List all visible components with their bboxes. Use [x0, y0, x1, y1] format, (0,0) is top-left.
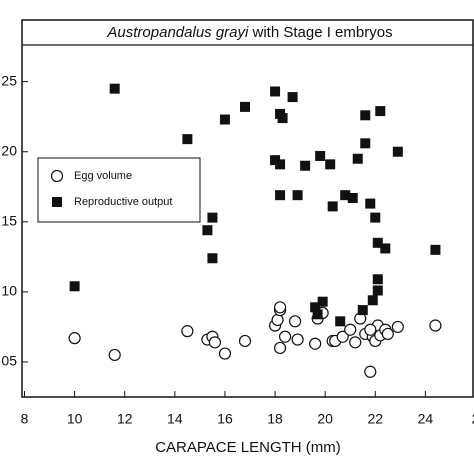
reproductive-output-point	[275, 159, 286, 170]
egg-volume-point	[391, 320, 404, 334]
reproductive-output-point	[207, 253, 218, 264]
egg-volume-point	[364, 365, 377, 378]
y-tick-label: 05	[1, 353, 17, 369]
egg-volume-point	[336, 330, 349, 343]
reproductive-output-point	[380, 243, 391, 254]
x-tick-label: 14	[167, 411, 183, 427]
egg-volume-point	[291, 333, 304, 346]
reproductive-output-point	[327, 201, 338, 212]
egg-volume-point	[344, 323, 357, 336]
reproductive-output-point	[365, 198, 376, 209]
egg-volume-point	[429, 319, 442, 332]
x-tick-label: 24	[418, 411, 434, 427]
x-tick-label: 2	[472, 411, 474, 427]
reproductive-output-point	[109, 83, 120, 94]
legend-marker	[52, 197, 62, 207]
egg-volume-point	[238, 334, 252, 348]
reproductive-output-point	[375, 106, 386, 117]
reproductive-output-point	[392, 146, 403, 157]
plot-frame	[21, 19, 474, 398]
x-tick-label: 20	[317, 411, 333, 427]
legend-marker	[50, 169, 64, 183]
egg-volume-point	[278, 330, 292, 343]
reproductive-output-point	[317, 296, 328, 307]
reproductive-output-point	[270, 155, 281, 166]
reproductive-output-point	[335, 316, 346, 327]
reproductive-output-point	[352, 153, 363, 164]
reproductive-output-point	[239, 101, 250, 112]
reproductive-output-point	[275, 190, 286, 201]
x-tick-label: 22	[367, 411, 383, 427]
x-tick-label: 12	[117, 411, 133, 427]
x-axis-label: CARAPACE LENGTH (mm)	[155, 439, 341, 456]
y-tick-label: 25	[1, 72, 17, 88]
reproductive-output-point	[315, 150, 326, 161]
reproductive-output-point	[347, 192, 358, 203]
egg-volume-point	[364, 323, 377, 336]
reproductive-output-point	[182, 134, 193, 145]
legend	[37, 157, 201, 223]
reproductive-output-point	[367, 295, 378, 306]
reproductive-output-point	[202, 225, 213, 236]
reproductive-output-point	[372, 274, 383, 285]
reproductive-output-point	[207, 212, 218, 223]
legend-label: Reproductive output	[74, 196, 172, 208]
legend-label: Egg volume	[74, 170, 132, 182]
egg-volume-point	[68, 332, 81, 345]
reproductive-output-point	[292, 190, 303, 201]
reproductive-output-point	[312, 309, 323, 320]
reproductive-output-point	[287, 92, 298, 103]
reproductive-output-point	[340, 190, 351, 201]
title-rest: with Stage I embryos	[252, 24, 393, 41]
egg-volume-point	[381, 327, 394, 341]
egg-volume-point	[271, 313, 284, 327]
x-tick-label: 8	[21, 411, 29, 427]
reproductive-output-point	[372, 237, 383, 248]
reproductive-output-point	[430, 244, 441, 255]
reproductive-output-point	[360, 110, 371, 121]
reproductive-output-point	[310, 302, 321, 313]
egg-volume-point	[309, 337, 322, 350]
chart-title: Austropandalus grayi with Stage I embryo…	[106, 24, 392, 41]
reproductive-output-point	[277, 113, 288, 124]
x-tick-label: 16	[217, 411, 233, 427]
title-species: Austropandalus grayi	[106, 24, 249, 41]
reproductive-output-point	[270, 86, 281, 97]
egg-volume-point	[218, 347, 232, 360]
y-tick-label: 10	[1, 283, 17, 299]
egg-volume-point	[108, 348, 121, 362]
reproductive-output-point	[325, 159, 336, 170]
egg-volume-point	[208, 336, 222, 349]
egg-volume-point	[273, 341, 287, 355]
reproductive-output-point	[372, 285, 383, 296]
reproductive-output-point	[300, 160, 311, 171]
x-tick-label: 10	[67, 411, 83, 427]
y-tick-label: 15	[1, 213, 17, 229]
egg-volume-point	[349, 336, 362, 349]
x-tick-label: 18	[267, 411, 283, 427]
y-tick-label: 20	[1, 142, 17, 158]
reproductive-output-point	[69, 281, 80, 292]
reproductive-output-point	[219, 114, 230, 125]
egg-volume-point	[289, 315, 302, 328]
reproductive-output-point	[357, 305, 368, 316]
reproductive-output-point	[370, 212, 381, 223]
egg-volume-point	[273, 301, 287, 314]
reproductive-output-point	[360, 138, 371, 149]
egg-volume-point	[181, 325, 194, 338]
